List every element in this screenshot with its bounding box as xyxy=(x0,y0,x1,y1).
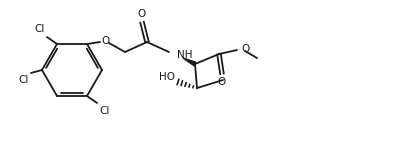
Text: Cl: Cl xyxy=(19,75,29,85)
Text: Cl: Cl xyxy=(100,106,110,116)
Text: O: O xyxy=(218,77,226,87)
Text: HO: HO xyxy=(159,72,175,82)
Text: O: O xyxy=(241,44,249,54)
Text: O: O xyxy=(101,36,109,46)
Polygon shape xyxy=(183,58,196,66)
Text: NH: NH xyxy=(177,50,193,60)
Text: Cl: Cl xyxy=(35,24,45,34)
Text: O: O xyxy=(138,9,146,19)
